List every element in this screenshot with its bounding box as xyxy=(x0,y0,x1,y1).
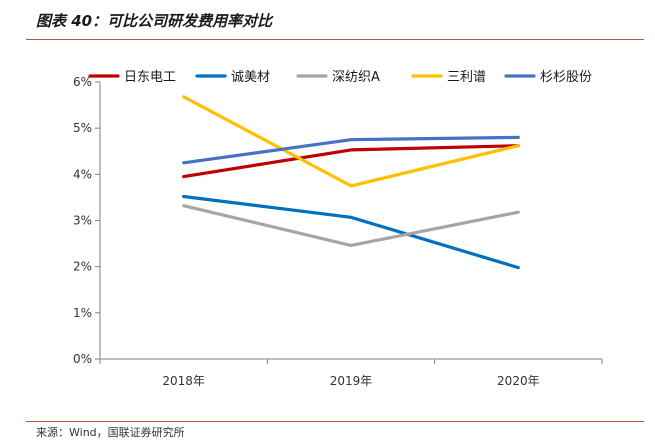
legend-label: 杉杉股份 xyxy=(540,70,592,85)
series-line xyxy=(182,135,520,165)
legend-label: 日东电工 xyxy=(124,70,176,85)
y-tick-label: 0% xyxy=(73,352,92,366)
figure-title: 图表 40：可比公司研发费用率对比 xyxy=(36,12,273,30)
series-line xyxy=(182,95,520,188)
y-tick-label: 4% xyxy=(73,167,92,181)
source-note: 来源：Wind，国联证券研究所 xyxy=(36,426,185,439)
legend-label: 诚美材 xyxy=(231,70,270,85)
x-tick-label: 2018年 xyxy=(162,374,205,388)
series-lines xyxy=(182,95,520,270)
legend-label: 三利谱 xyxy=(447,70,486,85)
y-tick-label: 3% xyxy=(73,214,92,228)
series-line xyxy=(182,194,520,270)
y-tick-label: 5% xyxy=(73,121,92,135)
y-tick-label: 6% xyxy=(73,75,92,89)
legend-label: 深纺织A xyxy=(332,70,380,85)
series-line xyxy=(182,204,520,247)
y-tick-label: 1% xyxy=(73,306,92,320)
y-tick-label: 2% xyxy=(73,260,92,274)
source-rule xyxy=(26,421,644,422)
series-line xyxy=(182,144,520,179)
axes: 0% 1% 2% 3% 4% 5% 6% 2018年 2019年 2020年 xyxy=(73,75,603,388)
x-tick-label: 2019年 xyxy=(330,374,373,388)
legend: 日东电工 诚美材 深纺织A 三利谱 杉杉股份 xyxy=(88,70,592,85)
title-rule xyxy=(26,39,644,40)
x-tick-label: 2020年 xyxy=(497,374,540,388)
